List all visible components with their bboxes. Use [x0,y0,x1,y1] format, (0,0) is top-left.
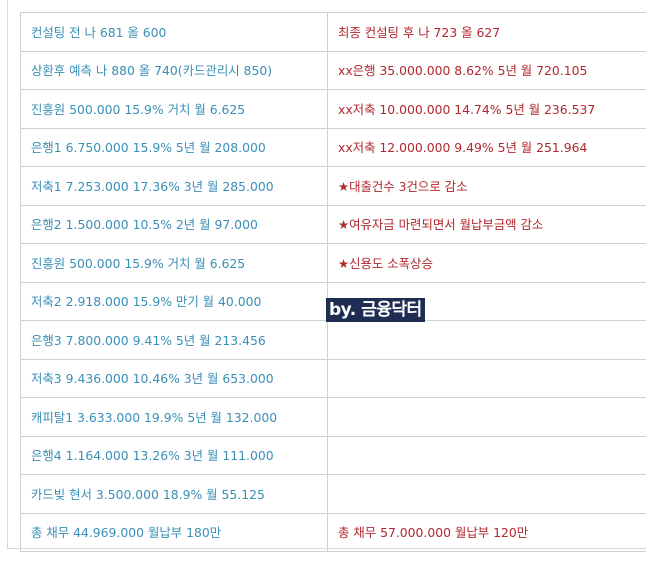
table-row: 저축3 9.436.000 10.46% 3년 월 653.000 [20,358,646,398]
before-cell: 진흥원 500.000 15.9% 거치 월 6.625 [20,243,328,283]
table-row: 은행2 1.500.000 10.5% 2년 월 97.000 ★여유자금 마련… [20,204,646,244]
before-cell: 컨설팅 전 나 681 올 600 [20,12,328,52]
after-cell [327,474,646,514]
after-cell: xx저축 10.000.000 14.74% 5년 월 236.537 [327,89,646,129]
table-row: 상환후 예측 나 880 올 740(카드관리시 850) xx은행 35.00… [20,50,646,90]
after-cell: ★여유자금 마련되면서 월납부금액 감소 [327,204,646,244]
before-cell: 은행2 1.500.000 10.5% 2년 월 97.000 [20,204,328,244]
before-total-cell: 총 채무 44.969.000 월납부 180만 [20,512,328,552]
table-row: 진흥원 500.000 15.9% 거치 월 6.625 ★신용도 소폭상승 [20,243,646,283]
table-row: 진흥원 500.000 15.9% 거치 월 6.625 xx저축 10.000… [20,89,646,129]
before-cell: 상환후 예측 나 880 올 740(카드관리시 850) [20,50,328,90]
after-cell [327,397,646,437]
table-row: 은행4 1.164.000 13.26% 3년 월 111.000 [20,435,646,475]
before-cell: 진흥원 500.000 15.9% 거치 월 6.625 [20,89,328,129]
before-cell: 은행4 1.164.000 13.26% 3년 월 111.000 [20,435,328,475]
table-row: 컨설팅 전 나 681 올 600 최종 컨설팅 후 나 723 올 627 [20,12,646,52]
table-row: 은행3 7.800.000 9.41% 5년 월 213.456 [20,320,646,360]
before-cell: 저축1 7.253.000 17.36% 3년 월 285.000 [20,166,328,206]
debt-comparison-table: 컨설팅 전 나 681 올 600 최종 컨설팅 후 나 723 올 627 상… [20,12,646,552]
table-row: 총 채무 44.969.000 월납부 180만 총 채무 57.000.000… [20,512,646,552]
table-row: 캐피탈1 3.633.000 19.9% 5년 월 132.000 [20,397,646,437]
after-cell [327,358,646,398]
table-row: 저축1 7.253.000 17.36% 3년 월 285.000 ★대출건수 … [20,166,646,206]
before-cell: 은행1 6.750.000 15.9% 5년 월 208.000 [20,127,328,167]
table-row: 은행1 6.750.000 15.9% 5년 월 208.000 xx저축 12… [20,127,646,167]
after-cell: xx저축 12.000.000 9.49% 5년 월 251.964 [327,127,646,167]
before-cell: 저축3 9.436.000 10.46% 3년 월 653.000 [20,358,328,398]
after-cell: xx은행 35.000.000 8.62% 5년 월 720.105 [327,50,646,90]
table-row: 카드빚 현서 3.500.000 18.9% 월 55.125 [20,474,646,514]
after-cell [327,320,646,360]
before-cell: 저축2 2.918.000 15.9% 만기 월 40.000 [20,281,328,321]
after-cell: 최종 컨설팅 후 나 723 올 627 [327,12,646,52]
before-cell: 카드빚 현서 3.500.000 18.9% 월 55.125 [20,474,328,514]
watermark-logo: by. 금융닥터 [326,298,425,322]
after-cell [327,435,646,475]
before-cell: 은행3 7.800.000 9.41% 5년 월 213.456 [20,320,328,360]
before-cell: 캐피탈1 3.633.000 19.9% 5년 월 132.000 [20,397,328,437]
after-cell: ★신용도 소폭상승 [327,243,646,283]
after-cell: ★대출건수 3건으로 감소 [327,166,646,206]
after-total-cell: 총 채무 57.000.000 월납부 120만 [327,512,646,552]
